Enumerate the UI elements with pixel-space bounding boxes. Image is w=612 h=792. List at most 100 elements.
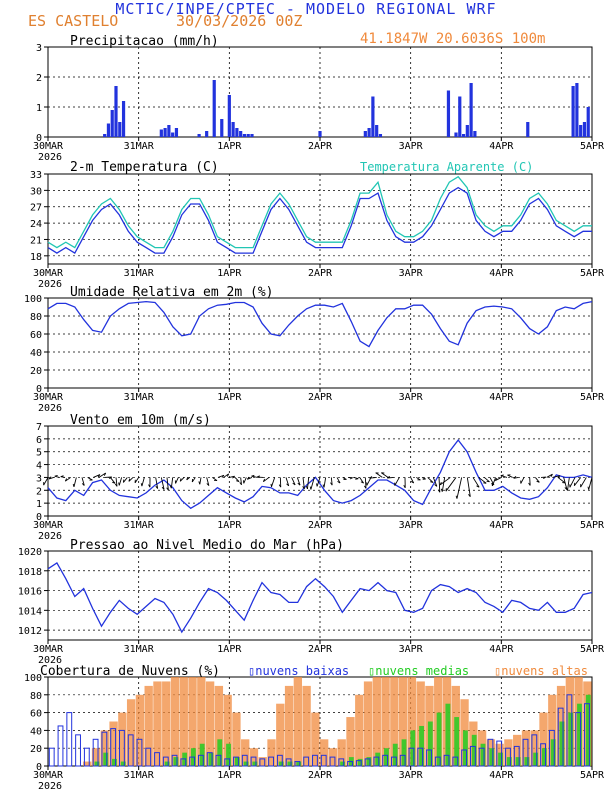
- temp-ytick-label: 18: [30, 252, 42, 263]
- cloud-low-bar: [443, 754, 450, 767]
- wind-arrow-head: [179, 478, 182, 482]
- wind-title: Vento em 10m (m/s): [70, 413, 211, 428]
- cloud-low-bar: [513, 745, 520, 767]
- wind-arrow-head: [148, 484, 151, 488]
- wind-arrow: [484, 477, 490, 483]
- precip-xtick-label: 1APR: [217, 141, 242, 152]
- wind-arrow-head: [437, 489, 441, 493]
- wind-arrow-head: [364, 485, 367, 489]
- cloud-mid-bar: [296, 761, 302, 766]
- temp-xtick-label: 3APR: [399, 268, 424, 279]
- clouds-ytick-label: 60: [30, 709, 42, 720]
- rh-year-label: 2026: [38, 403, 62, 414]
- clouds-xtick-label: 4APR: [489, 770, 514, 781]
- cloud-high-bar: [530, 730, 539, 766]
- cloud-mid-bar: [384, 748, 389, 766]
- precip-bar: [571, 86, 575, 137]
- wind-arrow-head: [360, 481, 364, 484]
- wind-arrow: [529, 477, 531, 486]
- precip-bar: [375, 125, 379, 137]
- pressure-title: Pressao ao Nivel Medio do Mar (hPa): [70, 538, 344, 553]
- wind-arrow: [307, 477, 310, 489]
- cloud-low-bar: [276, 754, 283, 767]
- cloud-low-bar: [548, 729, 555, 767]
- wind-arrow-head: [155, 485, 159, 489]
- temp-ytick-label: 30: [30, 186, 42, 197]
- cloud-mid-bar: [585, 694, 591, 766]
- wind-arrow: [134, 477, 140, 484]
- cloud-low-bar: [162, 756, 169, 767]
- precip-xtick-label: 3APR: [399, 141, 424, 152]
- pressure-xtick-label: 5APR: [580, 644, 605, 655]
- cloud-low-bar: [259, 758, 266, 767]
- wind-arrow-head: [251, 474, 255, 477]
- cloud-mid-bar: [471, 734, 477, 766]
- wind-arrow-head: [468, 494, 471, 497]
- wind-arrow-head: [587, 486, 590, 490]
- cloud-high-bar: [513, 734, 522, 766]
- wind-arrow-head: [161, 486, 165, 490]
- temp-year-label: 2026: [38, 279, 62, 290]
- wind-arrow-head: [500, 474, 504, 477]
- clouds-xtick-label: 2APR: [308, 770, 333, 781]
- legend-low-clouds: ▯nuvens baixas: [248, 664, 349, 678]
- wind-arrow: [580, 477, 587, 488]
- clouds-ytick-label: 40: [30, 726, 42, 737]
- wind-xtick-label: 4APR: [489, 520, 514, 531]
- clouds-xtick-label: 5APR: [580, 770, 605, 781]
- cloud-high-bar: [267, 739, 276, 766]
- cloud-mid-bar: [524, 757, 530, 766]
- cloud-high-bar: [355, 694, 364, 766]
- cloud-low-bar: [303, 756, 310, 767]
- cloud-low-bar: [469, 745, 476, 767]
- wind-arrow: [251, 475, 258, 478]
- precip-bar: [246, 134, 250, 137]
- wind-arrow-head: [226, 473, 230, 477]
- pressure-xtick-label: 3APR: [399, 644, 424, 655]
- precip-bar: [227, 95, 231, 137]
- cloud-high-bar: [363, 681, 373, 766]
- wind-ytick-label: 5: [36, 448, 42, 459]
- cloud-high-bar: [100, 730, 109, 766]
- wind-arrow: [109, 477, 116, 484]
- precip-bar: [526, 122, 530, 137]
- rh-xtick-label: 1APR: [217, 392, 242, 403]
- cloud-mid-bar: [164, 761, 170, 766]
- wind-arrow: [466, 477, 471, 497]
- wind-arrow-head: [476, 485, 480, 488]
- wind-arrow: [155, 477, 159, 489]
- cloud-low-bar: [417, 747, 424, 767]
- pressure-xtick-label: 30MAR: [33, 644, 64, 655]
- cloud-low-bar: [452, 756, 459, 767]
- precip-bar: [458, 96, 462, 137]
- wind-arrow: [441, 477, 446, 492]
- wind-arrow: [369, 476, 377, 479]
- wind-arrow: [546, 473, 553, 478]
- cloud-mid-bar: [287, 761, 293, 766]
- wind-ytick-label: 2: [36, 486, 42, 497]
- cloud-low-bar: [171, 754, 178, 767]
- wind-arrow: [336, 477, 341, 484]
- cloud-low-bar: [347, 761, 353, 767]
- cloud-high-bar: [311, 712, 320, 766]
- clouds-xtick-label: 3APR: [399, 770, 424, 781]
- rh-ytick-label: 60: [30, 330, 42, 341]
- wind-arrow: [563, 477, 568, 490]
- cloud-low-bar: [206, 752, 213, 767]
- cloud-high-bar: [241, 739, 250, 766]
- wind-arrow: [330, 477, 333, 486]
- wind-arrow: [439, 477, 451, 486]
- wind-arrow-head: [543, 476, 547, 480]
- rh-line: [47, 300, 593, 348]
- cloud-low-bar: [101, 731, 108, 767]
- wind-arrow: [359, 477, 364, 484]
- cloud-mid-bar: [445, 703, 451, 766]
- wind-arrow-head: [169, 485, 172, 489]
- cloud-high-bar: [407, 677, 417, 766]
- cloud-high-bar: [337, 739, 346, 766]
- precip-xtick-label: 5APR: [580, 141, 605, 152]
- precip-bar: [242, 134, 247, 137]
- precip-bar: [378, 134, 383, 137]
- wind-arrow-head: [232, 475, 235, 479]
- wind-arrow-head: [103, 472, 107, 476]
